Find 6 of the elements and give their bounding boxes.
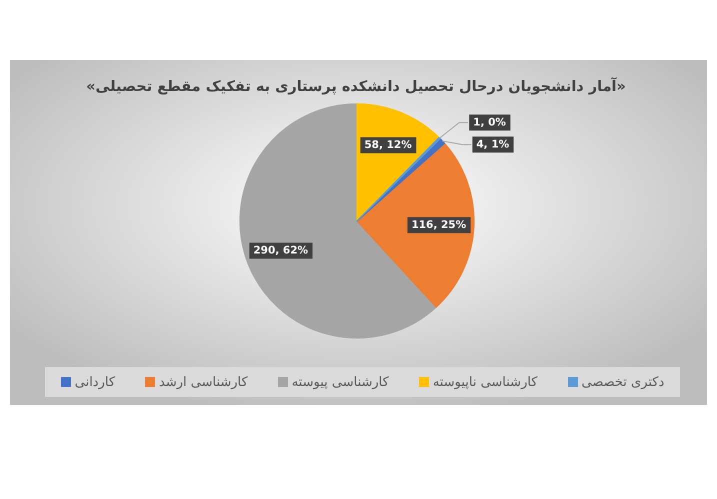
data-label: 1, 0% [473,116,506,129]
data-label: 4, 1% [476,138,510,151]
data-label: 116, 25% [411,219,467,232]
data-label: 290, 62% [253,244,309,257]
data-label: 58, 12% [364,139,412,152]
title: «آمار دانشجویان درحال تحصیل دانشکده پرستاری به تفکیک مقطع تحصیلی» [86,79,626,95]
